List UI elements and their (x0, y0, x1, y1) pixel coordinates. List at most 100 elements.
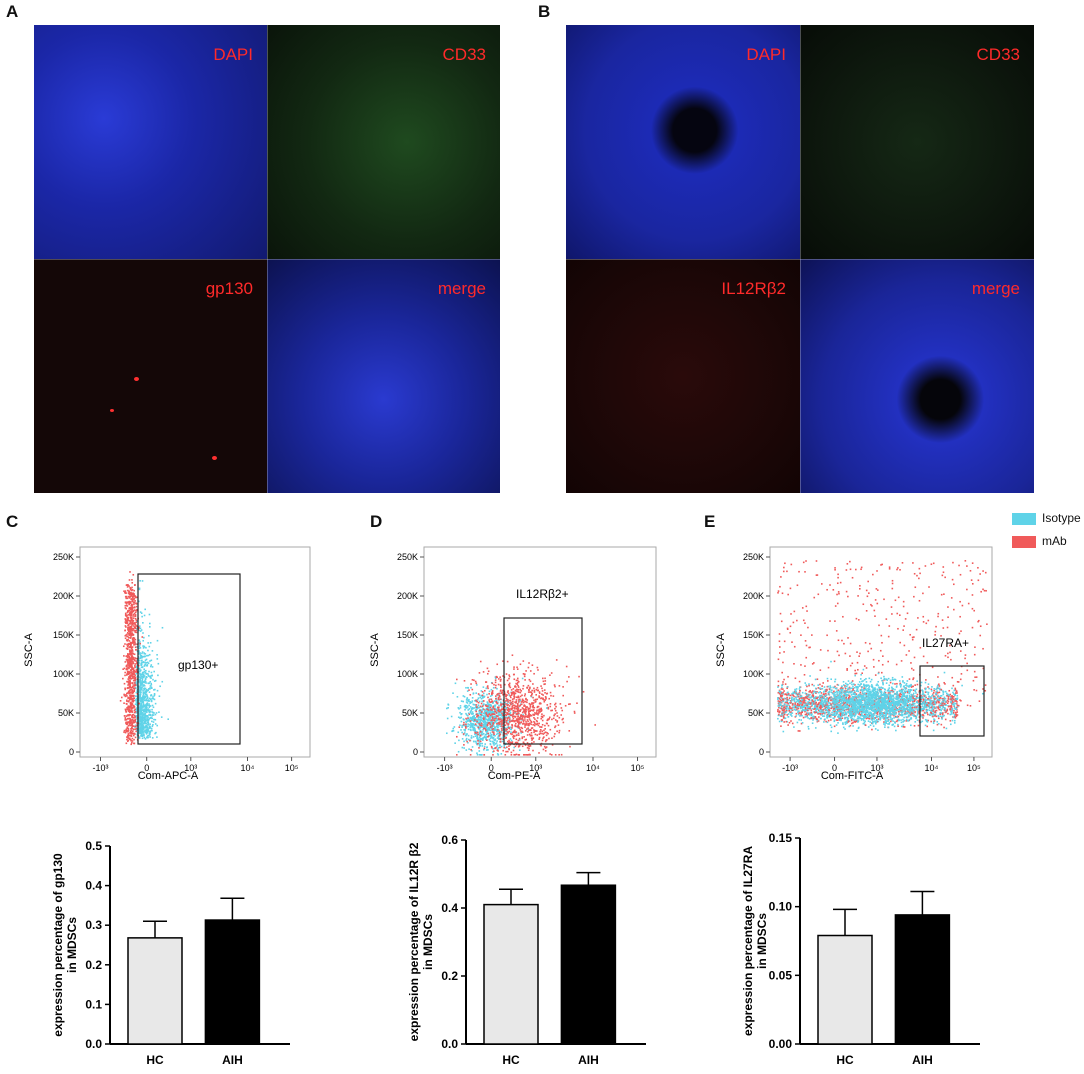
tile-b-merge: merge (800, 259, 1034, 493)
scatter-point (469, 717, 472, 720)
scatter-point (541, 716, 544, 719)
scatter-point (140, 728, 143, 731)
x-ticks-d: -10³ 0 10³ 10⁴ 10⁵ (437, 757, 645, 773)
scatter-point (925, 710, 928, 713)
scatter-point (780, 701, 783, 704)
scatter-point (825, 720, 827, 723)
scatter-point (519, 715, 522, 718)
scatter-point (459, 711, 461, 714)
scatter-point (496, 719, 499, 722)
scatter-point (153, 694, 156, 696)
scatter-point (133, 742, 136, 745)
scatter-point (478, 743, 481, 746)
scatter-point (134, 736, 137, 739)
scatter-point (543, 689, 546, 691)
scatter-point (136, 691, 139, 693)
scatter-point (560, 714, 563, 716)
scatter-point (465, 723, 467, 726)
scatter-point (543, 745, 546, 748)
scatter-point (505, 719, 508, 722)
scatter-point (161, 680, 164, 683)
scatter-point (458, 708, 460, 710)
scatter-point (509, 738, 512, 740)
scatter-point (124, 625, 127, 627)
scatter-point (494, 743, 497, 745)
scatter-point (524, 679, 526, 681)
scatter-point (544, 731, 547, 734)
scatter-point (141, 718, 144, 721)
scatter-point (554, 703, 556, 706)
scatter-point (146, 718, 148, 721)
scatter-point (485, 728, 487, 730)
scatter-point (534, 733, 537, 736)
scatter-point (138, 639, 141, 641)
scatter-point (464, 729, 466, 732)
scatter-point (532, 737, 535, 739)
scatter-point (460, 700, 463, 702)
scatter-point (838, 654, 840, 657)
scatter-point (558, 731, 560, 734)
scatter-point (500, 718, 502, 721)
scatter-point (129, 614, 132, 616)
scatter-point (134, 695, 137, 697)
scatter-point (501, 724, 504, 726)
scatter-point (127, 628, 129, 631)
scatter-point (143, 636, 145, 639)
scatter-point (917, 724, 920, 727)
scatter-point (471, 719, 474, 722)
scatter-point (544, 683, 546, 685)
scatter-point (142, 674, 145, 677)
scatter-point (129, 612, 132, 615)
scatter-point (906, 612, 909, 615)
scatter-point (471, 711, 474, 713)
scatter-point (541, 730, 544, 733)
scatter-point (491, 701, 493, 703)
scatter-point (490, 735, 493, 738)
scatter-point (812, 690, 814, 692)
scatter-point (135, 708, 138, 711)
scatter-point (510, 692, 513, 694)
scatter-point (506, 706, 509, 709)
scatter-point (872, 573, 874, 576)
scatter-point (488, 703, 491, 706)
scatter-point (148, 717, 151, 720)
scatter-point (466, 698, 468, 700)
scatter-point (458, 726, 461, 728)
scatter-point (146, 736, 148, 739)
scatter-point (791, 709, 794, 712)
scatter-point (878, 659, 880, 662)
scatter-point (130, 604, 133, 606)
scatter-point (131, 682, 134, 684)
scatter-point (469, 710, 472, 713)
scatter-point (127, 654, 129, 656)
scatter-point (149, 709, 151, 711)
scatter-point (521, 715, 523, 718)
scatter-point (545, 697, 547, 700)
scatter-point (462, 700, 465, 703)
scatter-point (542, 677, 544, 680)
scatter-point (536, 720, 538, 723)
scatter-point (812, 702, 815, 705)
scatter-point (781, 715, 784, 717)
scatter-point (533, 720, 535, 723)
scatter-point (509, 721, 511, 723)
scatter-point (130, 623, 132, 625)
scatter-point (130, 674, 133, 677)
scatter-point (472, 720, 475, 723)
scatter-point (143, 614, 146, 617)
scatter-point (911, 638, 914, 641)
scatter-point (144, 711, 147, 713)
scatter-point (508, 719, 510, 722)
scatter-point (530, 727, 533, 730)
scatter-point (967, 602, 970, 605)
scatter-point (129, 684, 131, 686)
scatter-point (859, 652, 861, 655)
scatter-point (889, 716, 892, 719)
scatter-point (452, 729, 455, 732)
scatter-point (847, 637, 849, 639)
scatter-points-d (446, 654, 596, 756)
scatter-point (516, 681, 519, 684)
scatter-point (465, 739, 468, 741)
scatter-point (144, 695, 147, 698)
scatter-point (479, 719, 482, 721)
